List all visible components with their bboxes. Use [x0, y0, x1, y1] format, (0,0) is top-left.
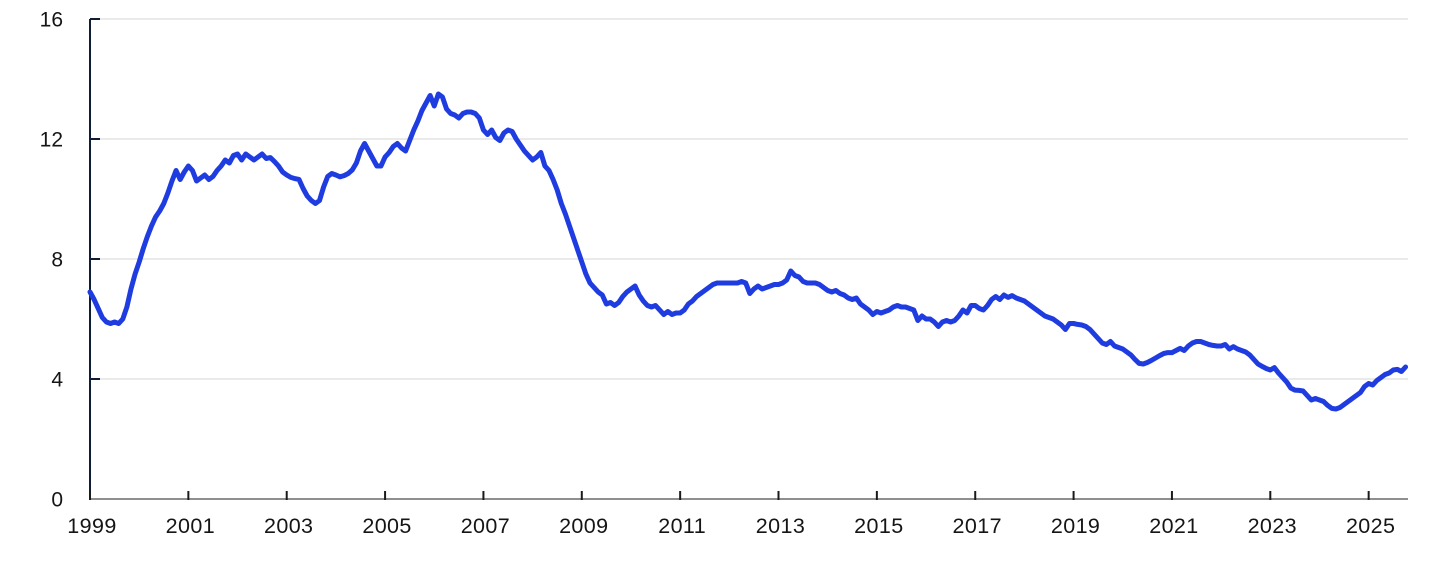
y-axis-label-0: 0: [51, 489, 63, 512]
x-axis-label-2015: 2015: [854, 514, 903, 538]
x-axis-label-2001: 2001: [166, 514, 215, 538]
x-axis-label-2011: 2011: [658, 514, 706, 538]
x-axis-label-2005: 2005: [362, 514, 411, 538]
x-axis-label-2019: 2019: [1051, 514, 1100, 538]
x-axis-label-2023: 2023: [1248, 514, 1297, 538]
data-line: [87, 91, 1409, 412]
y-axis-label-16: 16: [40, 9, 63, 32]
x-axis-label-2009: 2009: [559, 514, 608, 538]
x-axis-label-2025: 2025: [1346, 514, 1395, 538]
x-axis-label-1999: 1999: [67, 514, 116, 538]
x-axis-label-2021: 2021: [1149, 514, 1198, 538]
x-axis-label-2017: 2017: [953, 514, 1002, 538]
y-axis-label-4: 4: [51, 369, 63, 392]
x-axis-label-2003: 2003: [264, 514, 313, 538]
y-axis-label-8: 8: [51, 249, 63, 272]
x-axis-label-2013: 2013: [756, 514, 805, 538]
x-axis-label-2007: 2007: [461, 514, 510, 538]
y-axis-label-12: 12: [40, 129, 63, 152]
